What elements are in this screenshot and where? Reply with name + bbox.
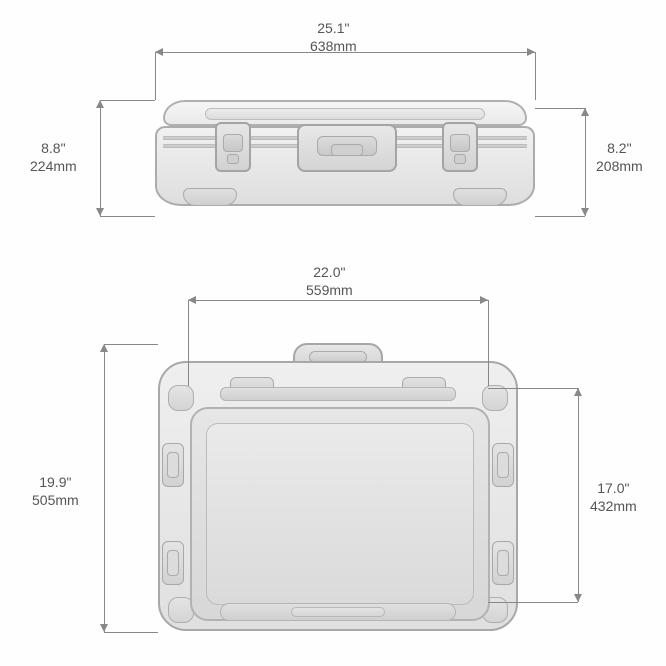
dim-front-height-l-label: 8.8" 224mm [30,140,77,175]
dim-top-height-r-label: 17.0" 432mm [590,480,637,515]
front-foot-left [183,188,237,206]
arrow-icon [581,108,589,116]
dim-front-width-ext-r [535,52,536,100]
dim-top-height-r-ext-t [488,388,578,389]
dim-mm: 505mm [32,492,79,510]
dim-top-height-l-line [104,344,105,632]
dim-top-width-ext-l [188,300,189,386]
dim-mm: 208mm [596,158,643,176]
arrow-icon [96,208,104,216]
dim-top-height-r-line [578,388,579,602]
top-outer-shell [158,361,518,631]
dim-mm: 432mm [590,498,637,516]
front-lid-ridge [205,108,485,120]
dim-top-width-line [188,300,488,301]
arrow-icon [155,48,163,56]
dim-top-height-l-label: 19.9" 505mm [32,474,79,509]
dim-top-width-ext-r [488,300,489,386]
arrow-icon [100,624,108,632]
arrow-icon [96,100,104,108]
dim-front-height-r-ext-b [535,216,585,217]
arrow-icon [527,48,535,56]
dim-inch: 25.1" [310,20,357,38]
dim-front-width-ext-l [155,52,156,100]
side-latch [162,541,184,585]
front-latch-right [442,122,478,172]
dim-top-height-l-ext-t [104,344,158,345]
side-latch [492,443,514,487]
side-latch [162,443,184,487]
dim-top-width-label: 22.0" 559mm [306,264,353,299]
dim-mm: 224mm [30,158,77,176]
front-latch-left [215,122,251,172]
dim-inch: 17.0" [590,480,637,498]
arrow-icon [581,208,589,216]
dim-top-height-r-ext-b [488,602,578,603]
arrow-icon [100,344,108,352]
dim-top-height-l-ext-b [104,632,158,633]
top-inset [206,423,474,605]
top-inner-panel [190,407,490,621]
front-body [155,126,535,206]
dim-front-width-label: 25.1" 638mm [310,20,357,55]
side-latch [492,541,514,585]
dim-front-height-l-ext-b [100,216,155,217]
dim-front-height-r-line [585,108,586,216]
front-handle [297,124,397,172]
corner-tl [168,385,194,411]
dim-front-height-r-ext-t [535,108,585,109]
dim-front-height-l-ext-t [100,100,155,101]
top-rib [220,387,456,401]
dim-mm: 638mm [310,38,357,56]
dim-inch: 8.8" [30,140,77,158]
dim-inch: 8.2" [596,140,643,158]
dim-front-height-r-label: 8.2" 208mm [596,140,643,175]
arrow-icon [574,594,582,602]
dim-inch: 22.0" [306,264,353,282]
case-top-view [158,345,518,635]
dim-inch: 19.9" [32,474,79,492]
arrow-icon [480,296,488,304]
bottom-rib [220,603,456,621]
arrow-icon [188,296,196,304]
dim-mm: 559mm [306,282,353,300]
front-foot-right [453,188,507,206]
dim-front-height-l-line [100,100,101,216]
case-front-view [155,100,535,215]
arrow-icon [574,388,582,396]
